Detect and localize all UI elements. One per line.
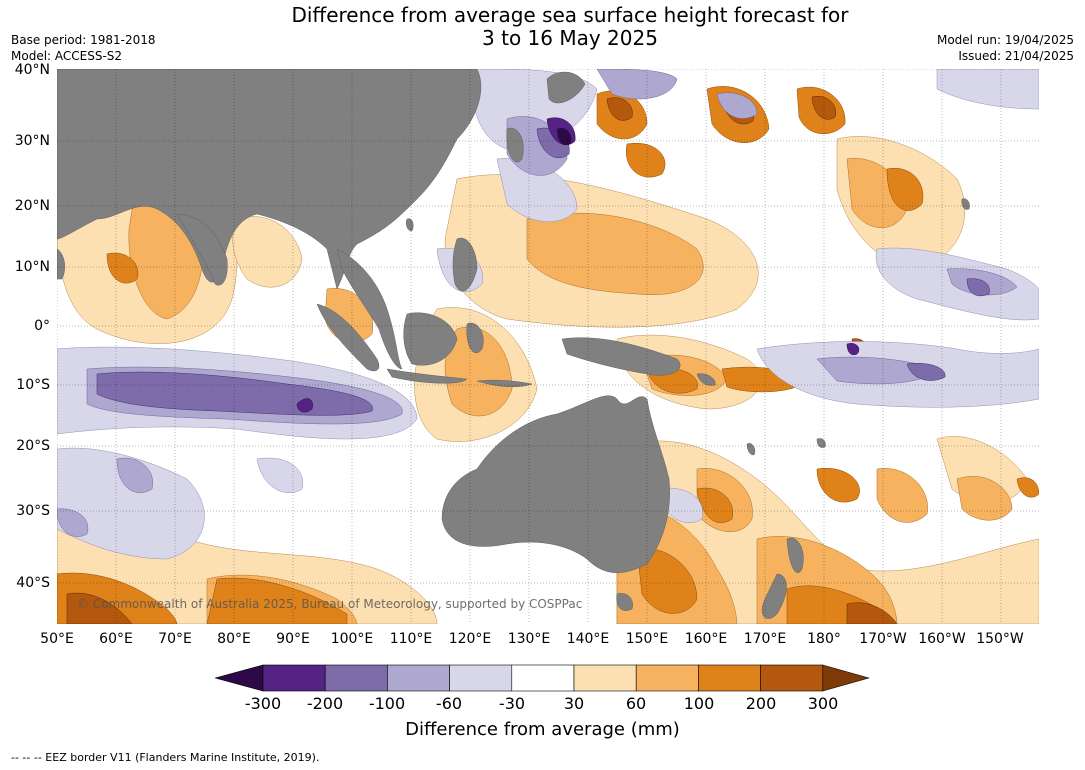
eez-footnote: -- -- -- EEZ border V11 (Flanders Marine… <box>11 751 320 764</box>
colorbar-extend-low <box>215 664 264 692</box>
colorbar-cell <box>387 664 450 692</box>
title-line-1: Difference from average sea surface heig… <box>291 3 849 27</box>
colorbar-tick-label: -60 <box>435 694 463 713</box>
lon-label: 170°E <box>743 631 787 647</box>
model-run: Model run: 19/04/2025 <box>936 33 1074 47</box>
colorbar-tick-label: -30 <box>498 694 526 713</box>
lat-label: 40°N <box>14 62 50 78</box>
sea-surface-height-map <box>57 69 1039 624</box>
lon-label: 50°E <box>40 631 74 647</box>
colorbar-tick-label: -200 <box>306 694 344 713</box>
colorbar-cell <box>698 664 761 692</box>
colorbar-cell <box>760 664 824 692</box>
lat-label: 0° <box>34 318 50 334</box>
colorbar-tick-label: 200 <box>745 694 777 713</box>
colorbar-cell <box>324 664 388 692</box>
lon-label: 160°W <box>918 631 966 647</box>
colorbar-cell <box>449 664 513 692</box>
meta-right: Model run: 19/04/2025 Issued: 21/04/2025 <box>937 32 1074 64</box>
map-title: Difference from average sea surface heig… <box>0 4 1085 50</box>
lat-label: 30°N <box>14 133 50 149</box>
lat-label: 40°S <box>16 575 50 591</box>
lon-label: 130°E <box>507 631 551 647</box>
anomaly-negative-medium <box>57 69 1018 537</box>
colorbar-tick-label: 30 <box>563 694 585 713</box>
base-period: Base period: 1981-2018 <box>11 33 156 47</box>
title-line-2: 3 to 16 May 2025 <box>482 26 658 50</box>
colorbar-title: Difference from average (mm) <box>405 719 680 740</box>
model-name: Model: ACCESS-S2 <box>11 49 123 63</box>
lon-label: 160°E <box>684 631 728 647</box>
lat-label: 20°S <box>16 438 50 454</box>
lat-label: 20°N <box>14 198 50 214</box>
colorbar <box>215 664 870 692</box>
lon-label: 90°E <box>276 631 310 647</box>
lon-label: 180° <box>807 631 841 647</box>
copyright-notice: © Commonwealth of Australia 2025, Bureau… <box>77 597 583 611</box>
lon-label: 120°E <box>448 631 492 647</box>
lat-label: 30°S <box>16 503 50 519</box>
lat-label: 10°S <box>16 377 50 393</box>
lon-label: 70°E <box>158 631 192 647</box>
colorbar-cell <box>573 664 637 692</box>
colorbar-cell <box>635 664 699 692</box>
lon-label: 140°E <box>566 631 610 647</box>
colorbar-tick-label: 100 <box>683 694 715 713</box>
lon-label: 150°W <box>976 631 1024 647</box>
lon-label: 170°W <box>859 631 907 647</box>
lon-label: 100°E <box>330 631 374 647</box>
lon-label: 80°E <box>217 631 251 647</box>
lat-label: 10°N <box>14 259 50 275</box>
colorbar-cell <box>262 664 326 692</box>
colorbar-extend-high <box>822 664 870 692</box>
meta-left: Base period: 1981-2018 Model: ACCESS-S2 <box>11 32 156 64</box>
colorbar-tick-label: 300 <box>807 694 839 713</box>
colorbar-cell <box>511 664 575 692</box>
lon-label: 60°E <box>99 631 133 647</box>
colorbar-tick-label: -300 <box>244 694 282 713</box>
lon-label: 150°E <box>625 631 669 647</box>
colorbar-tick-label: 60 <box>625 694 647 713</box>
issued-date: Issued: 21/04/2025 <box>958 49 1074 63</box>
map-canvas <box>57 69 1039 624</box>
colorbar-tick-label: -100 <box>368 694 406 713</box>
land <box>57 69 970 619</box>
lon-label: 110°E <box>389 631 433 647</box>
graticule <box>57 69 1039 624</box>
